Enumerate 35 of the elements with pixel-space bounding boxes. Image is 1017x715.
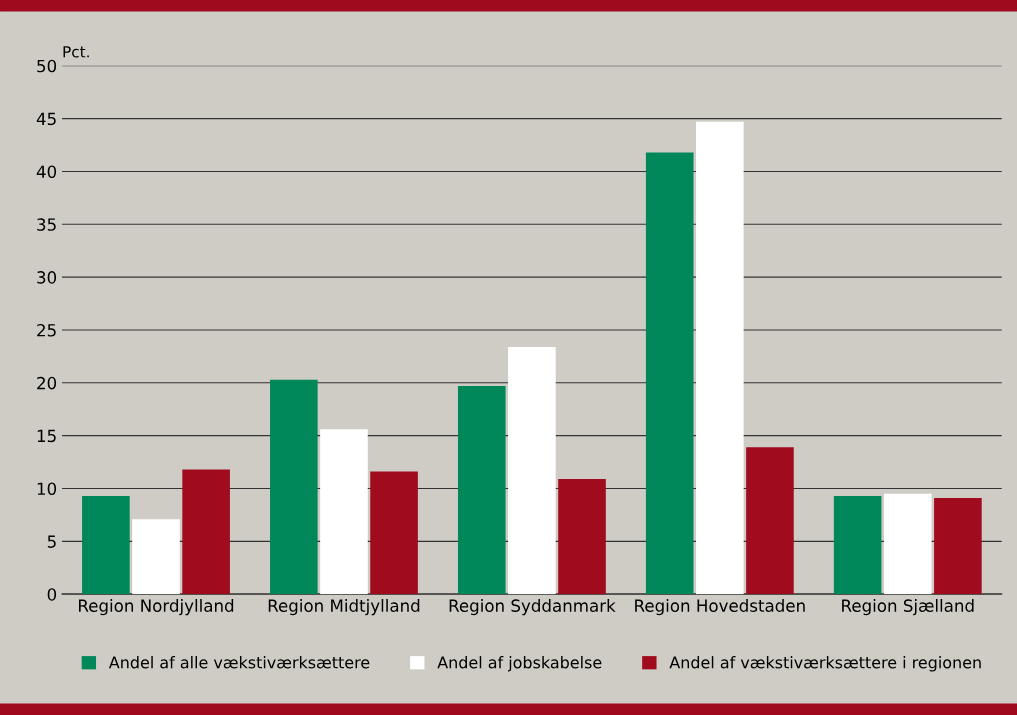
bar [457,385,506,595]
y-tick-label: 35 [37,218,56,231]
y-axis-title: Pct. [63,46,89,58]
bar [746,447,794,595]
bar [270,379,318,595]
bar [508,346,556,595]
bar [833,495,882,595]
bar [934,498,982,595]
bar [558,478,606,595]
y-tick-label: 30 [37,271,57,284]
x-tick-label: Region Syddanmark [449,599,616,616]
legend-label: Andel af alle vækstiværksættere [108,656,370,669]
bar [182,469,230,595]
bar [696,121,744,595]
x-tick-label: Region Midtjylland [268,599,420,616]
y-tick-label: 0 [47,588,57,601]
x-tick-label: Region Nordjylland [79,599,234,616]
legend-label: Andel af jobskabelse [437,656,602,672]
y-tick-label: 25 [37,323,56,337]
y-tick-label: 10 [37,482,57,496]
bar [645,152,694,595]
y-tick-label: 5 [47,535,56,548]
y-tick-label: 50 [37,59,57,73]
y-tick-label: 40 [36,165,57,179]
bar [132,519,180,595]
bar [883,493,932,595]
y-tick-label: 45 [36,112,56,126]
y-tick-label: 20 [37,376,57,390]
y-tick-label: 15 [37,429,56,443]
x-tick-label: Region Sjælland [842,599,974,616]
bar [320,429,368,595]
x-tick-label: Region Hovedstaden [635,599,805,616]
legend-label: Andel af vækstiværksættere i regionen [669,656,981,672]
bar [370,471,418,595]
bar [82,495,130,595]
